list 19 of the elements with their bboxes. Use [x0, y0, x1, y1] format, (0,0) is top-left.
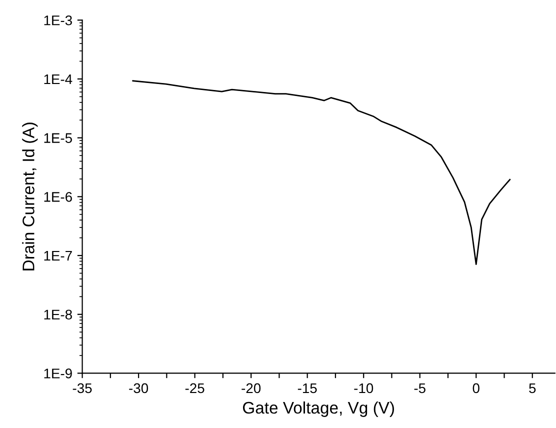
x-tick-label: 0 [472, 383, 480, 394]
x-tick-label: -25 [185, 383, 204, 394]
y-tick-label: 1E-9 [44, 368, 72, 378]
x-tick-label: -20 [242, 383, 261, 394]
y-tick-label: 1E-3 [44, 15, 72, 26]
x-tick-label: 5 [529, 383, 536, 394]
x-tick-label: -30 [129, 383, 148, 394]
line-series [132, 80, 511, 265]
y-axis-title: Drain Current, Id (A) [22, 122, 38, 270]
y-tick-label: 1E-5 [44, 133, 72, 143]
y-tick-label: 1E-4 [44, 74, 72, 84]
x-tick-label: -15 [298, 383, 317, 394]
y-tick-label: 1E-6 [44, 192, 72, 202]
y-tick-label: 1E-8 [44, 310, 72, 320]
x-tick-label: -5 [414, 383, 426, 394]
x-tick-label: -35 [72, 383, 92, 394]
x-tick-label: -10 [354, 383, 374, 394]
y-tick-label: 1E-7 [44, 250, 72, 261]
x-axis-title: Gate Voltage, Vg (V) [242, 401, 394, 417]
